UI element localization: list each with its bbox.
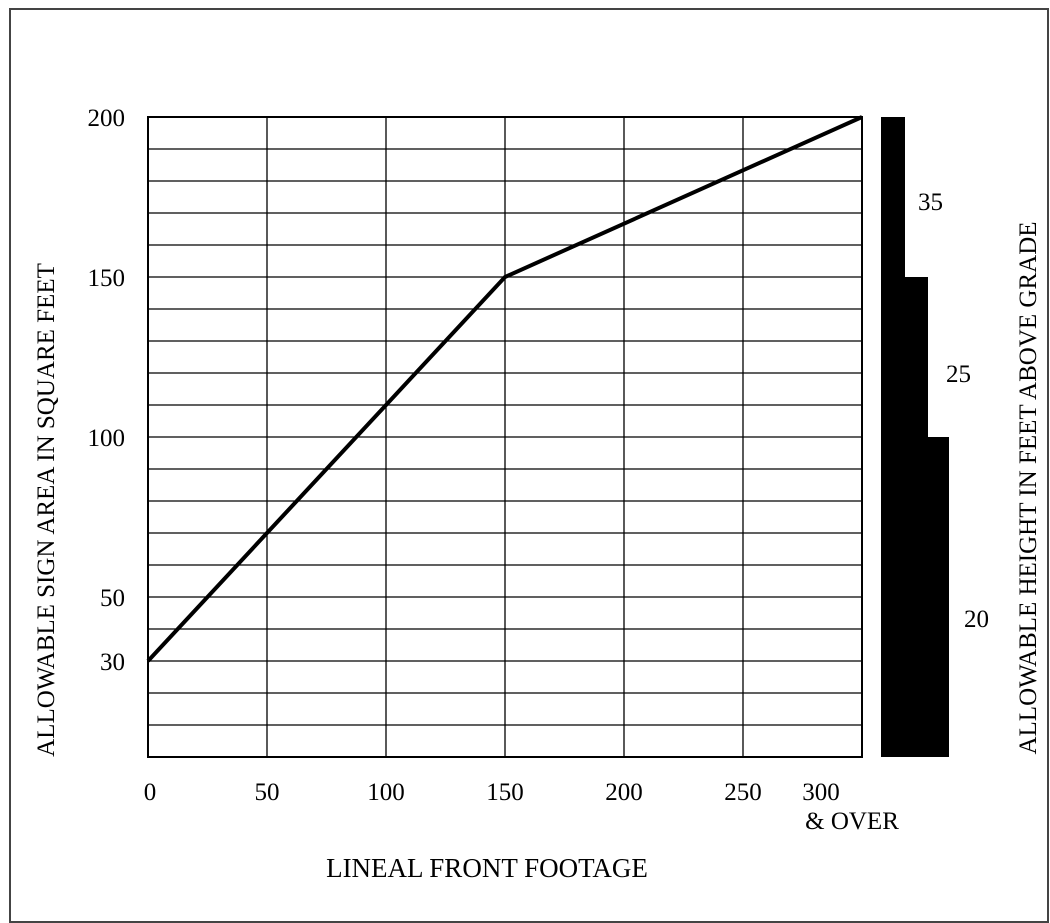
- y-tick-label: 150: [88, 265, 126, 292]
- right-axis-label: ALLOWABLE HEIGHT IN FEET ABOVE GRADE: [1015, 221, 1042, 754]
- x-tick-label: 200: [605, 779, 643, 806]
- series-line: [146, 115, 863, 663]
- y-tick-label: 30: [100, 649, 125, 676]
- y-axis-label: ALLOWABLE SIGN AREA IN SQUARE FEET: [33, 263, 60, 757]
- y-tick-label: 100: [88, 425, 126, 452]
- y-tick-label: 200: [88, 105, 126, 132]
- x-tick-label: 100: [367, 779, 405, 806]
- chart-frame: [9, 8, 1049, 923]
- chart-grid: [147, 116, 863, 758]
- height-bar: [928, 437, 949, 757]
- x-tick-label: 50: [255, 779, 280, 806]
- x-tick-label: 250: [724, 779, 762, 806]
- x-axis-label: LINEAL FRONT FOOTAGE: [326, 853, 648, 883]
- x-tick-suffix: & OVER: [805, 808, 899, 835]
- height-bar-label: 20: [964, 606, 989, 633]
- tick-labels: 0 50 100 150 200 250 300& OVER 30 50 100 150 200: [88, 105, 900, 835]
- series-line-group: [146, 115, 863, 663]
- height-bar: [905, 277, 928, 757]
- height-bars: 35 25 20: [881, 117, 989, 757]
- height-bar-label: 25: [946, 361, 971, 388]
- x-tick-label: 0: [144, 779, 157, 806]
- y-tick-label: 50: [100, 585, 125, 612]
- height-bar-label: 35: [918, 189, 943, 216]
- height-bar: [881, 117, 905, 757]
- x-tick-label: 150: [486, 779, 524, 806]
- x-tick-label: 300: [802, 779, 840, 806]
